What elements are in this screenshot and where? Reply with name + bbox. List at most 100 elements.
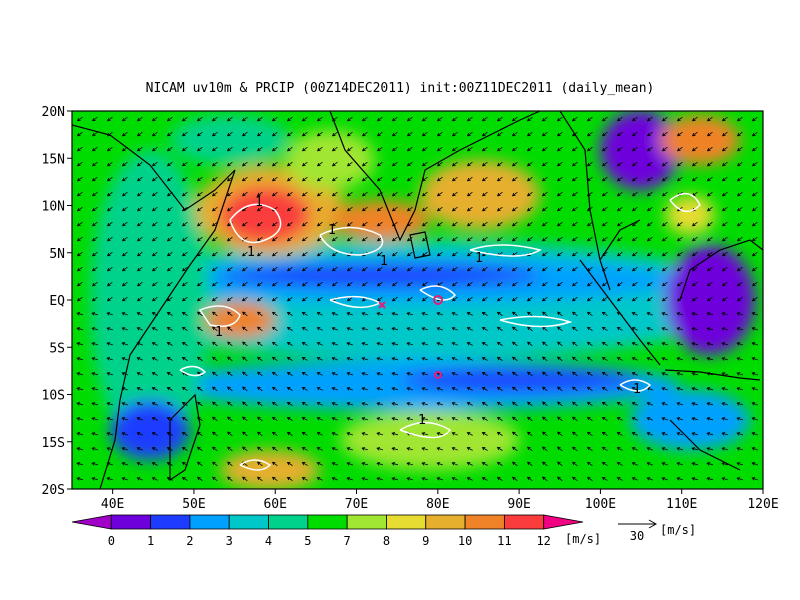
wind-arrow: [211, 266, 218, 272]
wind-arrow: [121, 357, 128, 361]
wind-arrow: [106, 462, 113, 466]
wind-arrow: [76, 477, 83, 481]
lon-tick-label: 60E: [263, 497, 286, 512]
wind-arrow: [541, 296, 548, 302]
wind-arrow: [331, 191, 338, 197]
wind-arrow: [616, 312, 623, 316]
wind-arrow: [346, 327, 353, 331]
wind-arrow: [706, 432, 713, 436]
wind-arrow: [151, 342, 158, 346]
wind-arrow: [691, 417, 698, 421]
wind-arrow: [481, 206, 488, 212]
wind-arrow: [496, 401, 503, 406]
wind-arrow: [226, 251, 233, 257]
contour-label: 1: [475, 251, 483, 266]
wind-arrow: [496, 416, 503, 421]
wind-arrow: [736, 131, 743, 137]
wind-arrow: [181, 311, 188, 316]
wind-arrow: [301, 296, 308, 302]
wind-arrow: [541, 221, 548, 227]
wind-arrow: [676, 462, 683, 466]
wind-arrow: [481, 236, 488, 242]
wind-arrow: [121, 327, 128, 331]
lon-tick-label: 110E: [666, 497, 697, 512]
wind-arrow: [211, 251, 218, 257]
wind-arrow: [586, 146, 593, 152]
wind-arrow: [166, 417, 173, 421]
wind-arrow: [691, 131, 698, 137]
wind-arrow: [406, 206, 413, 212]
wind-arrow: [346, 462, 353, 466]
wind-arrow: [676, 327, 683, 331]
wind-arrow: [301, 462, 308, 466]
wind-arrow: [136, 161, 143, 167]
colorbar-label: 9: [422, 534, 429, 548]
wind-arrow: [676, 146, 683, 152]
wind-arrow: [242, 476, 248, 482]
wind-arrow: [76, 372, 83, 376]
wind-arrow: [121, 372, 128, 376]
wind-arrow: [571, 236, 578, 242]
wind-arrow: [136, 131, 143, 137]
wind-arrow: [256, 146, 263, 152]
wind-arrow: [466, 357, 473, 361]
wind-arrow: [586, 446, 593, 452]
wind-arrow: [166, 327, 173, 331]
wind-arrow: [196, 446, 203, 452]
wind-arrow: [316, 417, 323, 421]
wind-arrow: [556, 176, 563, 182]
colorbar-label: 8: [383, 534, 390, 548]
wind-arrow: [376, 477, 383, 481]
wind-arrow: [661, 327, 668, 331]
wind-arrow: [301, 251, 308, 257]
wind-arrow: [721, 357, 728, 361]
wind-arrow: [466, 342, 473, 346]
wind-arrow: [136, 327, 143, 331]
wind-arrow: [376, 296, 383, 302]
wind-arrow: [256, 311, 263, 317]
wind-arrow: [691, 327, 698, 331]
wind-arrow: [151, 206, 158, 212]
wind-arrow: [121, 417, 128, 421]
colorbar-label: 11: [497, 534, 511, 548]
wind-arrow: [481, 221, 488, 227]
wind-arrow: [226, 161, 233, 167]
wind-arrow: [691, 281, 698, 287]
wind-arrow: [391, 116, 398, 122]
wind-arrow: [721, 116, 728, 122]
wind-arrow: [196, 146, 203, 152]
wind-arrow: [751, 327, 758, 331]
wind-arrow: [436, 357, 443, 361]
wind-arrow: [646, 131, 653, 137]
wind-arrow: [91, 116, 98, 122]
wind-arrow: [706, 161, 713, 167]
wind-arrow: [691, 402, 698, 406]
wind-arrow: [227, 341, 233, 347]
wind-arrow: [646, 206, 653, 212]
wind-arrow: [271, 131, 278, 137]
wind-arrow: [121, 116, 128, 122]
wind-arrow: [391, 342, 398, 346]
wind-arrow: [181, 161, 188, 167]
wind-arrow: [286, 446, 293, 451]
wind-arrow: [751, 146, 758, 152]
wind-arrow: [451, 236, 458, 242]
wind-arrow: [331, 417, 338, 421]
wind-arrow: [736, 387, 743, 391]
wind-arrow: [646, 146, 653, 152]
wind-arrow: [646, 447, 653, 451]
wind-arrow: [91, 327, 98, 331]
colorbar-bin: [346, 514, 387, 530]
wind-arrow: [406, 251, 413, 257]
wind-arrow: [571, 191, 578, 197]
coastlines: [72, 111, 763, 489]
wind-arrow: [541, 251, 548, 257]
wind-speed-field: 1 1 1 1 1 1 1 1: [72, 111, 763, 489]
wind-arrow: [631, 206, 638, 212]
wind-arrow: [166, 206, 173, 212]
wind-arrow: [451, 221, 458, 227]
wind-arrow: [436, 432, 443, 436]
wind-arrow: [212, 446, 218, 452]
wind-arrow: [286, 461, 293, 466]
wind-arrow: [466, 161, 473, 167]
